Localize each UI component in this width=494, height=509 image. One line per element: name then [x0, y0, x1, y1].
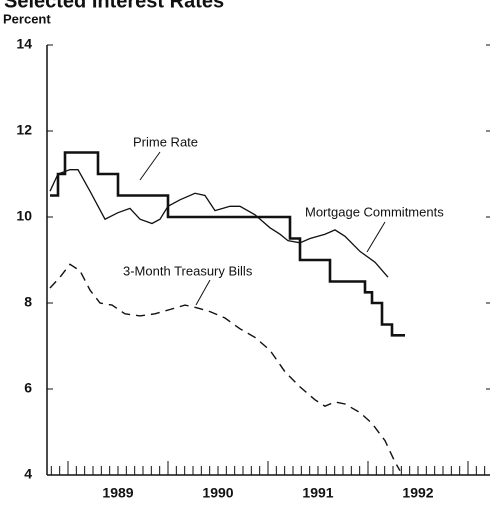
- y-tick-label: 4: [24, 466, 32, 482]
- y-axis-label: Percent: [3, 11, 51, 26]
- annotation: 3-Month Treasury Bills: [123, 263, 253, 278]
- x-tick-label: 1991: [302, 485, 333, 501]
- x-tick-label: 1992: [402, 485, 433, 501]
- y-tick-label: 10: [16, 208, 32, 224]
- y-tick-label: 6: [24, 380, 32, 396]
- annotation: Mortgage Commitments: [305, 204, 444, 219]
- leader-line: [366, 221, 386, 253]
- series-line: [49, 169, 389, 278]
- leader-line: [139, 151, 161, 181]
- annotation: Prime Rate: [133, 134, 198, 149]
- chart-title: Selected Interest Rates: [4, 0, 224, 12]
- x-tick-label: 1989: [102, 485, 133, 501]
- y-tick-label: 8: [24, 294, 32, 310]
- series-line: [50, 151, 405, 337]
- leader-line: [195, 279, 211, 306]
- series-line: [49, 263, 401, 472]
- y-tick-label: 12: [16, 122, 32, 138]
- y-tick-label: 14: [16, 36, 32, 52]
- x-tick-label: 1990: [202, 485, 233, 501]
